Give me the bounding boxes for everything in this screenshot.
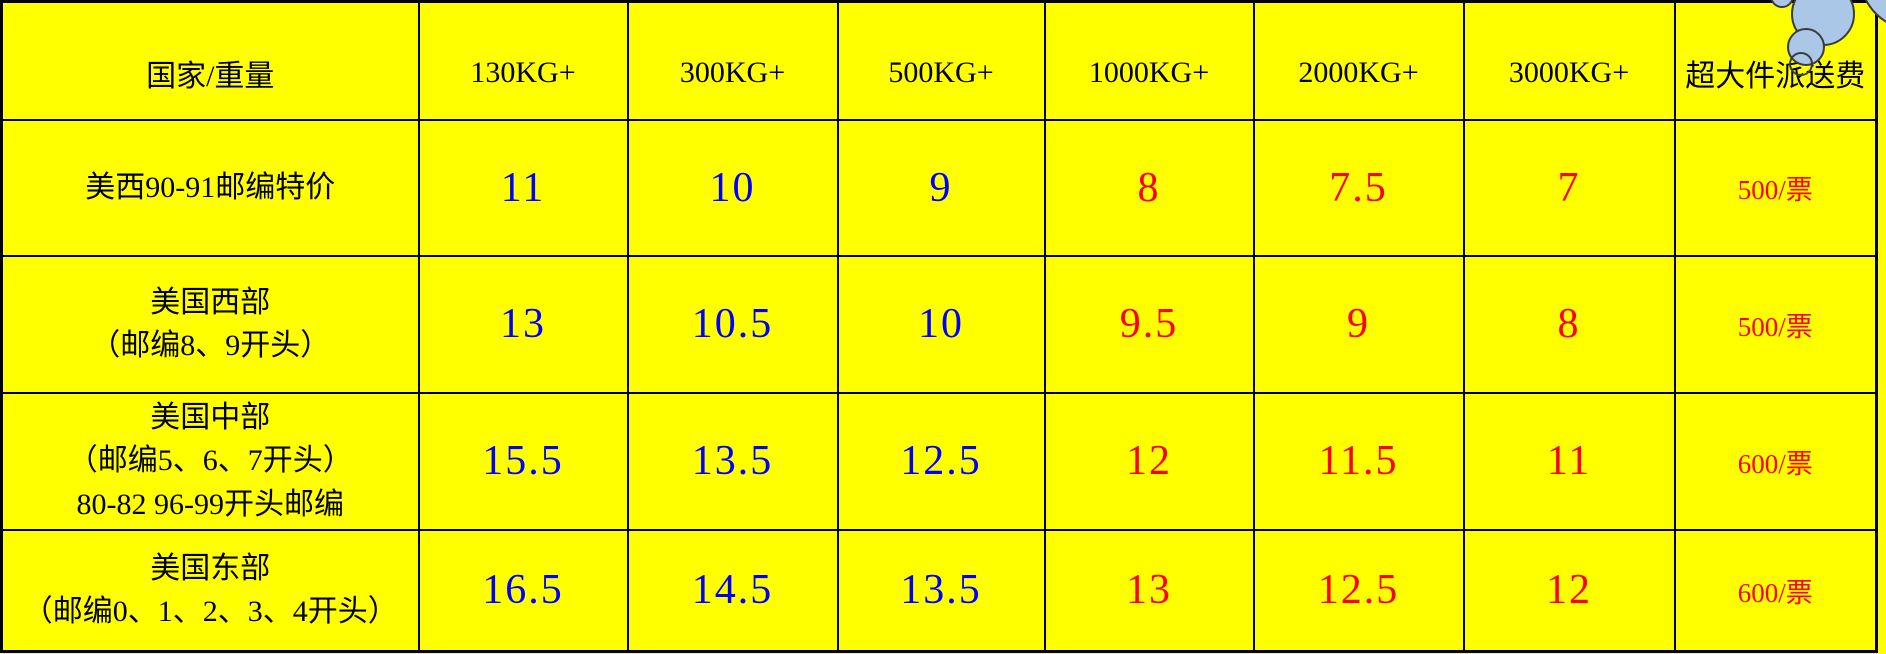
price-cell: 10	[626, 118, 839, 257]
row-label: 美国中部 （邮编5、6、7开头） 80-82 96-99开头邮编	[0, 391, 420, 531]
column-header-3000kg: 3000KG+	[1462, 0, 1676, 121]
table-row: 美国中部 （邮编5、6、7开头） 80-82 96-99开头邮编 15.5 13…	[0, 391, 1878, 531]
price-cell: 7	[1462, 118, 1676, 257]
price-cell: 15.5	[417, 391, 629, 531]
fee-cell: 600/票	[1673, 391, 1878, 531]
price-cell: 16.5	[417, 528, 629, 653]
price-cell: 12.5	[1252, 528, 1465, 653]
price-cell: 13.5	[626, 391, 839, 531]
row-label-line: 美国东部	[150, 551, 271, 585]
row-label-line: 美国西部	[150, 285, 271, 319]
column-header-1000kg: 1000KG+	[1043, 0, 1255, 121]
row-label: 美国东部 （邮编0、1、2、3、4开头）	[0, 528, 420, 653]
column-header-300kg: 300KG+	[626, 0, 839, 121]
row-label-line: 美国中部	[150, 400, 271, 434]
header-row: 国家/重量 130KG+ 300KG+ 500KG+ 1000KG+ 2000K…	[0, 0, 1878, 121]
column-header-country-weight: 国家/重量	[0, 0, 420, 121]
price-cell: 9.5	[1043, 254, 1255, 394]
row-label: 美西90-91邮编特价	[0, 118, 420, 257]
price-cell: 14.5	[626, 528, 839, 653]
price-cell: 12	[1043, 391, 1255, 531]
row-label-line: （邮编8、9开头）	[90, 329, 331, 362]
price-cell: 13	[1043, 528, 1255, 653]
price-cell: 13.5	[836, 528, 1046, 653]
price-cell: 11	[1462, 391, 1676, 531]
row-label-line: 美西90-91邮编特价	[85, 170, 336, 204]
column-header-500kg: 500KG+	[836, 0, 1046, 121]
table-row: 美西90-91邮编特价 11 10 9 8 7.5 7 500/票	[0, 118, 1878, 257]
price-cell: 11.5	[1252, 391, 1465, 531]
row-label-line: （邮编5、6、7开头）	[67, 444, 353, 478]
price-cell: 8	[1043, 118, 1255, 257]
price-cell: 7.5	[1252, 118, 1465, 257]
price-cell: 12	[1462, 528, 1676, 653]
table-row: 美国东部 （邮编0、1、2、3、4开头） 16.5 14.5 13.5 13 1…	[0, 528, 1878, 653]
column-header-130kg: 130KG+	[417, 0, 629, 121]
row-label: 美国西部 （邮编8、9开头）	[0, 254, 420, 394]
price-cell: 13	[417, 254, 629, 394]
fee-cell: 500/票	[1673, 254, 1878, 394]
price-cell: 8	[1462, 254, 1676, 394]
price-cell: 10.5	[626, 254, 839, 394]
row-label-line: 80-82 96-99开头邮编	[76, 487, 344, 521]
price-cell: 12.5	[836, 391, 1046, 531]
price-cell: 11	[417, 118, 629, 257]
price-cell: 9	[836, 118, 1046, 257]
column-header-oversize-fee: 超大件派送费	[1673, 0, 1878, 121]
fee-cell: 500/票	[1673, 118, 1878, 257]
column-header-2000kg: 2000KG+	[1252, 0, 1465, 121]
row-label-line: （邮编0、1、2、3、4开头）	[22, 595, 398, 629]
price-cell: 9	[1252, 254, 1465, 394]
price-cell: 10	[836, 254, 1046, 394]
fee-cell: 600/票	[1673, 528, 1878, 653]
table-row: 美国西部 （邮编8、9开头） 13 10.5 10 9.5 9 8 500/票	[0, 254, 1878, 394]
